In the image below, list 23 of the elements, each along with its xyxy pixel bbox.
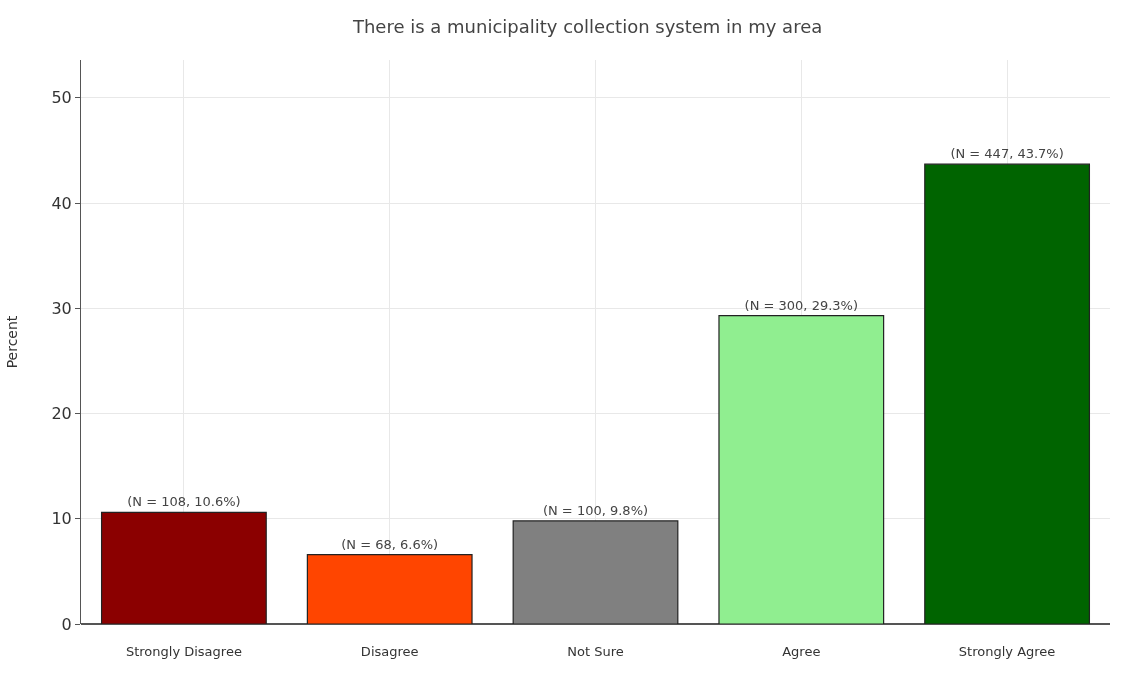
chart-title: There is a municipality collection system in my area	[351, 15, 823, 37]
x-tick-label: Agree	[782, 644, 821, 659]
data-label: (N = 447, 43.7%)	[950, 146, 1064, 162]
x-tick-label: Not Sure	[567, 644, 624, 659]
x-tick-label: Disagree	[360, 644, 419, 659]
data-label: (N = 68, 6.6%)	[341, 536, 439, 552]
bar	[512, 520, 679, 624]
data-label: (N = 100, 9.8%)	[542, 502, 649, 518]
x-tick-label: Strongly Disagree	[125, 644, 242, 659]
data-label: (N = 300, 29.3%)	[744, 297, 858, 313]
y-tick-label: 50	[51, 88, 72, 108]
y-tick-label: 30	[51, 298, 72, 318]
bar	[924, 163, 1091, 624]
y-tick-label: 0	[61, 614, 72, 634]
bar	[100, 511, 267, 624]
y-tick-label: 10	[51, 509, 72, 529]
x-tick-label: Strongly Agree	[958, 644, 1056, 659]
bar	[306, 553, 473, 624]
y-tick-label: 20	[51, 404, 72, 424]
data-label: (N = 108, 10.6%)	[127, 494, 241, 510]
y-axis-title: Percent	[4, 315, 21, 369]
y-tick-label: 40	[51, 193, 72, 213]
bar	[718, 315, 885, 624]
